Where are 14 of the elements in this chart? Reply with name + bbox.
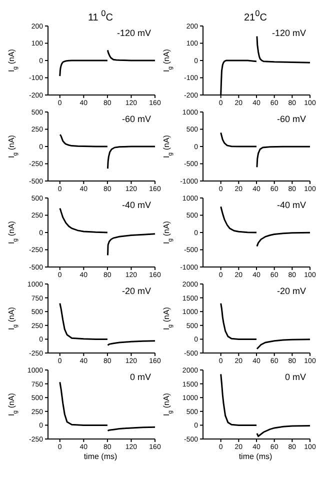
annotation: -20 mV (122, 286, 151, 296)
annotation: -40 mV (276, 200, 306, 210)
annotation: -120 mV (116, 28, 151, 38)
annotation: -20 mV (276, 286, 306, 296)
annotation: -40 mV (122, 200, 151, 210)
chart-title: 11 $^{0}$C (86, 8, 114, 24)
annotation: 0 mV (130, 372, 151, 382)
annotation: -120 mV (272, 28, 306, 38)
annotation: 0 mV (284, 372, 306, 382)
x-axis-title: time (ms) (82, 452, 118, 461)
annotation: -60 mV (122, 114, 151, 124)
annotation: -60 mV (276, 114, 306, 124)
x-axis-title: time (ms) (238, 452, 274, 461)
chart-title: 21$^{0}$C (243, 8, 268, 24)
